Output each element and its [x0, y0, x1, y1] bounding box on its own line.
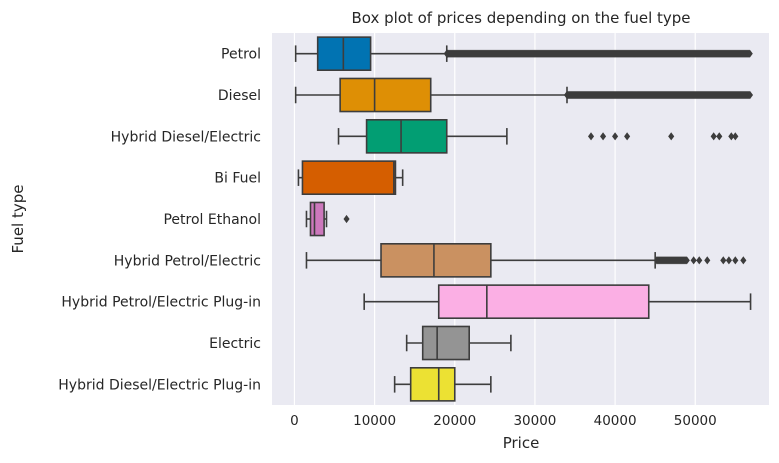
outlier-hybrid-petrol-electric: [690, 256, 697, 265]
x-tick-label-30000: 30000: [513, 413, 556, 429]
outlier-hybrid-diesel-electric: [710, 132, 717, 141]
box-electric: [421, 325, 470, 361]
box-diesel: [339, 77, 432, 113]
x-tick-label-20000: 20000: [433, 413, 476, 429]
outlier-hybrid-diesel-electric: [716, 132, 723, 141]
x-tick-label-50000: 50000: [674, 413, 717, 429]
box-bi-fuel: [301, 160, 397, 195]
box-group-bi-fuel: [297, 160, 404, 195]
boxes: [294, 36, 754, 402]
box-hybrid-diesel-electric-plug-in: [409, 366, 456, 402]
box-group-diesel: [294, 77, 754, 113]
outlier-hybrid-petrol-electric: [740, 256, 747, 265]
x-tick-label-0: 0: [290, 413, 299, 429]
outlier-hybrid-diesel-electric: [732, 132, 739, 141]
x-tick-label-40000: 40000: [594, 413, 637, 429]
outlier-diesel: [746, 90, 754, 100]
y-category-label-electric: Electric: [209, 336, 261, 352]
box-hybrid-petrol-electric-plug-in: [437, 284, 650, 319]
box-group-hybrid-diesel-electric: [337, 119, 739, 154]
outlier-hybrid-diesel-electric: [587, 132, 595, 141]
outlier-petrol-ethanol: [343, 214, 350, 224]
outlier-hybrid-petrol-electric: [732, 256, 739, 265]
y-category-label-petrol: Petrol: [221, 47, 261, 63]
outlier-hybrid-diesel-electric: [600, 132, 607, 141]
box-group-hybrid-diesel-electric-plug-in: [393, 366, 492, 402]
y-category-label-hybrid-petrol-electric: Hybrid Petrol/Electric: [114, 253, 261, 269]
outlier-hybrid-petrol-electric: [683, 256, 690, 265]
x-tick-labels: 0 10000 20000 30000 40000 50000: [290, 413, 717, 429]
x-axis-label: Price: [503, 434, 540, 452]
y-category-label-hybrid-petrol-electric-plug-in: Hybrid Petrol/Electric Plug-in: [61, 295, 261, 311]
outlier-hybrid-diesel-electric: [612, 132, 619, 141]
chart-title: Box plot of prices depending on the fuel…: [351, 9, 690, 27]
box-hybrid-petrol-electric: [380, 243, 492, 278]
y-category-label-petrol-ethanol: Petrol Ethanol: [163, 212, 261, 228]
box-group-petrol: [294, 36, 753, 72]
outlier-hybrid-petrol-electric: [720, 256, 727, 265]
box-group-hybrid-petrol-electric: [305, 243, 747, 278]
box-hybrid-diesel-electric: [365, 119, 448, 154]
outlier-hybrid-petrol-electric: [704, 256, 711, 265]
outlier-hybrid-petrol-electric: [696, 256, 703, 265]
y-category-label-hybrid-diesel-electric: Hybrid Diesel/Electric: [111, 129, 261, 145]
box-group-electric: [405, 325, 512, 361]
y-category-labels: Petrol Diesel Hybrid Diesel/Electric Bi Fue…: [58, 47, 261, 394]
box-petrol: [316, 36, 372, 72]
outlier-hybrid-diesel-electric: [668, 132, 675, 141]
outlier-hybrid-diesel-electric: [728, 132, 735, 141]
outlier-hybrid-diesel-electric: [624, 132, 631, 141]
y-category-label-hybrid-diesel-electric-plug-in: Hybrid Diesel/Electric Plug-in: [58, 377, 261, 393]
y-category-label-bi-fuel: Bi Fuel: [214, 171, 261, 187]
outlier-petrol: [746, 49, 753, 58]
outlier-hybrid-petrol-electric: [725, 256, 732, 265]
box-petrol-ethanol: [309, 201, 325, 237]
x-tick-label-10000: 10000: [353, 413, 396, 429]
box-group-hybrid-petrol-electric-plug-in: [363, 284, 752, 319]
y-category-label-diesel: Diesel: [218, 88, 261, 104]
box-group-petrol-ethanol: [305, 201, 350, 237]
y-axis-label: Fuel type: [9, 185, 27, 254]
